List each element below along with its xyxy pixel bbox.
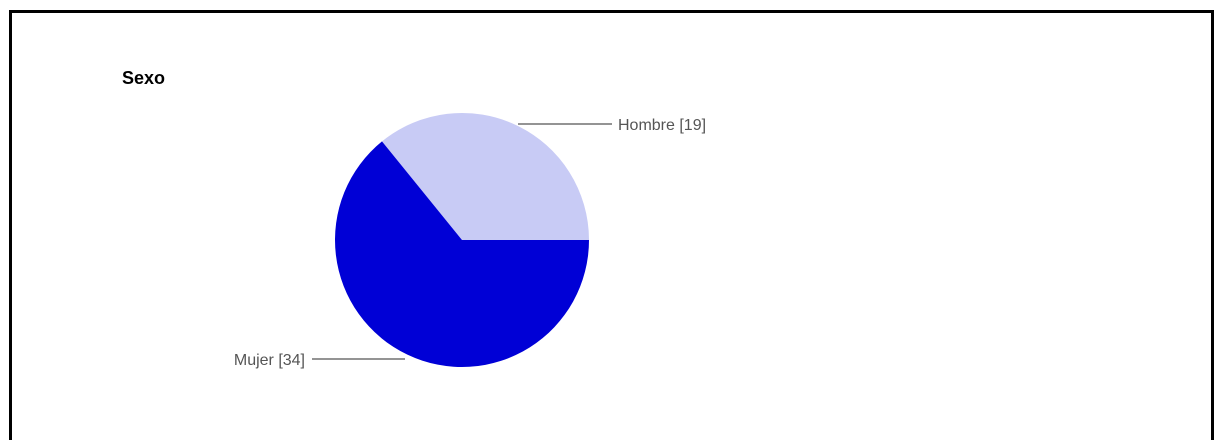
chart-frame [9, 10, 1214, 440]
slice-label-mujer: Mujer [34] [234, 352, 305, 369]
pie-slices [335, 112, 589, 367]
pie-slice-mujer [335, 141, 589, 367]
chart-title: Sexo [122, 68, 166, 88]
slice-label-hombre: Hombre [19] [618, 117, 706, 134]
pie-labels: Hombre [19] Mujer [34] [234, 117, 706, 369]
pie-slice-hombre [381, 112, 589, 240]
